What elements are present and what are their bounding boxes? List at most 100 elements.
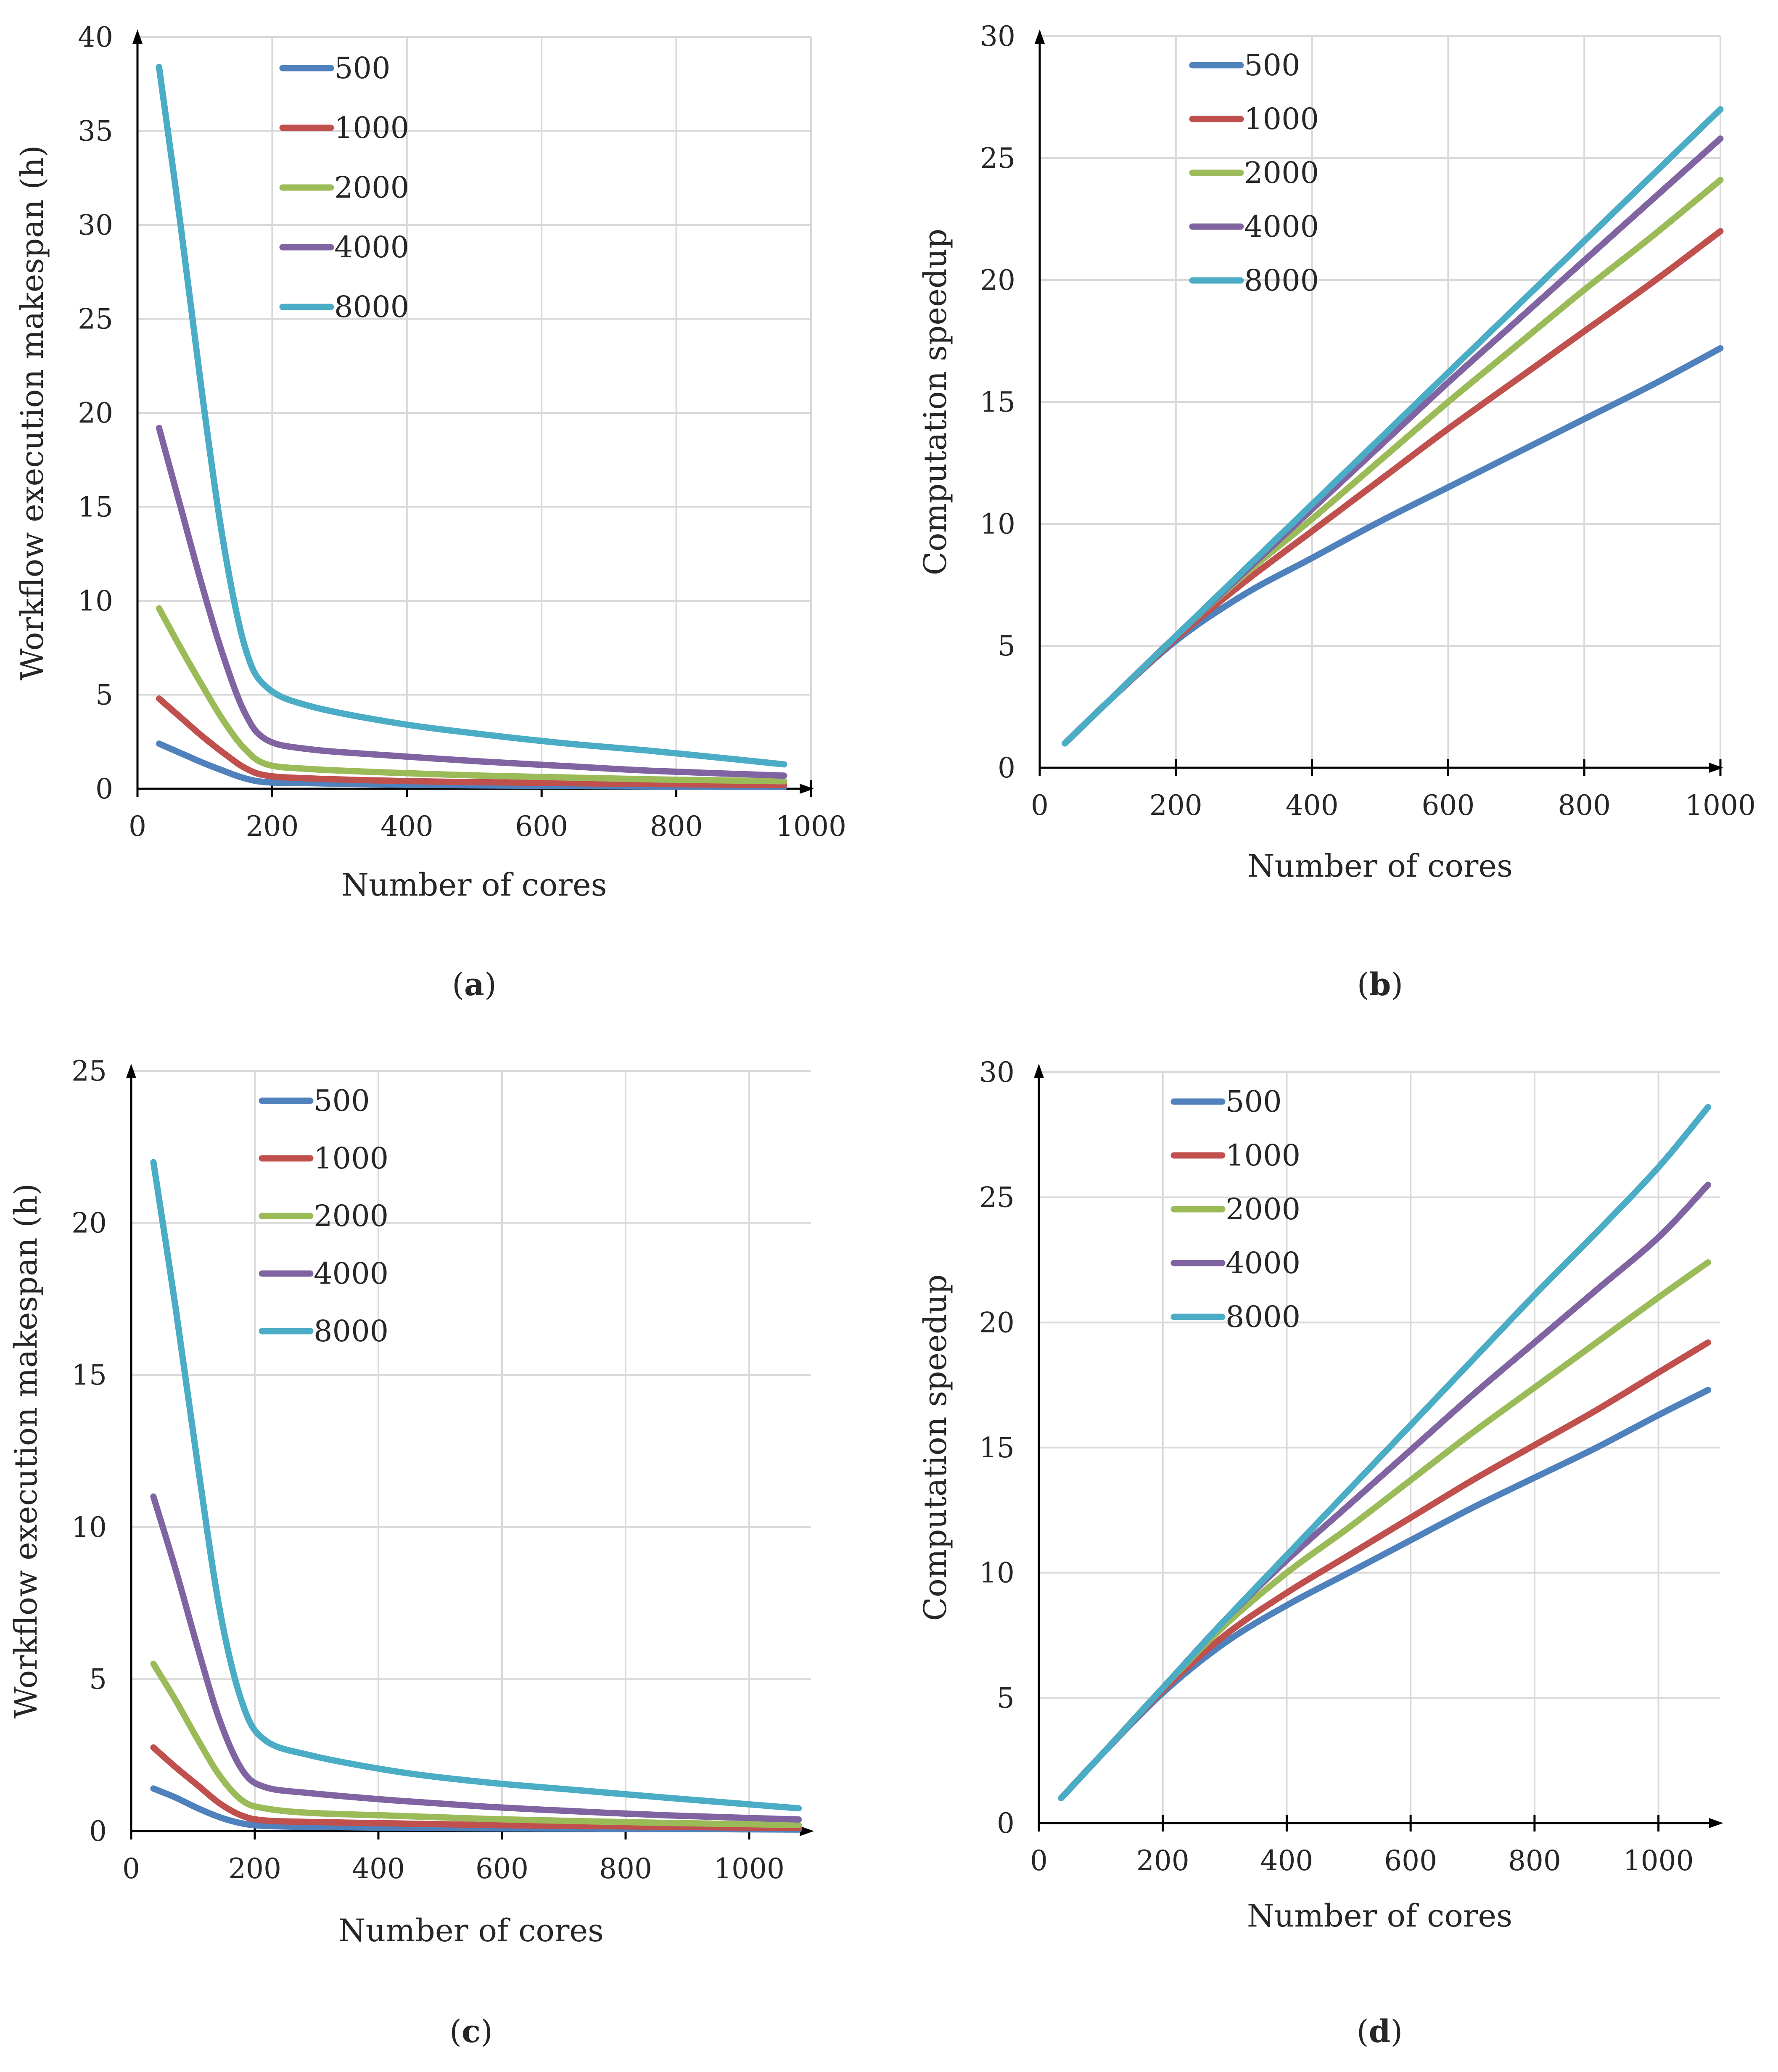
y-tick-label: 20 <box>78 397 113 429</box>
y-tick-label: 35 <box>78 115 113 148</box>
series-line-1000 <box>1062 228 1724 747</box>
series-line-1000 <box>156 695 787 788</box>
x-axis-arrow <box>1709 763 1723 773</box>
x-axis-arrow <box>1709 1818 1723 1828</box>
legend-label-500: 500 <box>314 1084 370 1118</box>
y-tick-label: 30 <box>980 20 1015 53</box>
legend: 500 1000 2000 4000 8000 <box>1189 48 1319 298</box>
legend-label-500: 500 <box>334 51 391 85</box>
series-line-2000 <box>150 1660 802 1828</box>
y-tick-label: 5 <box>997 1682 1014 1714</box>
legend: 500 1000 2000 4000 8000 <box>259 1084 388 1348</box>
x-tick-label: 0 <box>1031 789 1049 822</box>
series-line-8000 <box>1062 106 1724 747</box>
y-tick-label: 0 <box>95 773 113 805</box>
y-tick-label: 25 <box>71 1055 107 1087</box>
y-tick-label: 25 <box>78 303 113 336</box>
caption-close: ) <box>1391 967 1403 1003</box>
x-axis-label: Number of cores <box>1247 1898 1512 1934</box>
series-line-4000 <box>150 1493 802 1823</box>
x-tick-label: 1000 <box>714 1853 785 1885</box>
y-tick-label: 30 <box>979 1056 1014 1089</box>
chart-b: 0 200 400 600 800 1000 0 5 10 15 20 25 30 Number of c… <box>917 20 1756 1003</box>
caption-letter: c <box>462 2014 481 2050</box>
x-tick-label: 400 <box>380 810 433 843</box>
x-tick-label: 600 <box>515 810 568 843</box>
y-tick-label: 10 <box>71 1511 107 1543</box>
caption-open: ( <box>1357 967 1369 1003</box>
series-line-500 <box>1062 345 1724 747</box>
y-tick-label: 10 <box>979 1557 1014 1589</box>
legend: 500 1000 2000 4000 8000 <box>279 51 409 324</box>
legend-label-4000: 4000 <box>334 230 409 264</box>
legend-label-4000: 4000 <box>1226 1246 1300 1280</box>
y-tick-label: 30 <box>78 209 113 241</box>
legend-label-2000: 2000 <box>1244 156 1319 190</box>
y-tick-label: 20 <box>979 1306 1014 1339</box>
y-tick-label: 0 <box>998 752 1015 784</box>
series-line-8000 <box>1058 1104 1711 1801</box>
series-line-2000 <box>1062 177 1724 747</box>
x-tick-label: 400 <box>1260 1845 1313 1877</box>
legend-label-8000: 8000 <box>314 1314 388 1348</box>
series-line-4000 <box>156 425 787 779</box>
x-tick-label: 800 <box>1558 789 1611 822</box>
legend-label-500: 500 <box>1226 1084 1282 1119</box>
x-axis-arrow <box>800 784 814 794</box>
y-tick-label: 20 <box>980 264 1015 296</box>
legend-label-2000: 2000 <box>1226 1192 1300 1226</box>
y-tick-label: 20 <box>71 1207 107 1240</box>
x-tick-label: 200 <box>246 810 299 843</box>
legend-label-8000: 8000 <box>334 290 409 324</box>
legend-label-2000: 2000 <box>334 170 409 205</box>
y-tick-label: 25 <box>980 142 1015 174</box>
series-line-8000 <box>150 1159 802 1812</box>
y-tick-label: 5 <box>95 679 113 711</box>
y-tick-label: 25 <box>979 1181 1014 1214</box>
x-tick-label: 200 <box>228 1853 281 1885</box>
legend-label-4000: 4000 <box>1244 209 1319 244</box>
chart-c: 0 200 400 600 800 1000 0 5 10 15 20 25 Number of cor… <box>8 1055 814 2050</box>
caption-close: ) <box>481 2014 493 2050</box>
caption-close: ) <box>1390 2014 1403 2050</box>
y-tick-label: 5 <box>998 630 1015 662</box>
y-axis-label: Workflow execution makespan (h) <box>14 145 50 680</box>
legend: 500 1000 2000 4000 8000 <box>1170 1084 1300 1334</box>
y-tick-label: 40 <box>78 21 113 53</box>
caption-open: ( <box>452 967 464 1003</box>
x-axis-label: Number of cores <box>338 1913 604 1949</box>
x-tick-label: 800 <box>650 810 703 843</box>
legend-label-1000: 1000 <box>1244 102 1319 136</box>
x-tick-label: 1000 <box>776 810 846 843</box>
chart-d: 0 200 400 600 800 1000 0 5 10 15 20 25 30 Number of c… <box>917 1056 1723 2050</box>
x-tick-label: 400 <box>1286 789 1339 822</box>
x-axis-label: Number of cores <box>341 867 607 903</box>
y-axis-arrow <box>1035 29 1045 44</box>
caption-letter: d <box>1369 2014 1391 2050</box>
x-tick-label: 600 <box>476 1853 528 1885</box>
legend-label-8000: 8000 <box>1244 263 1319 298</box>
chart-a: 0 200 400 600 800 1000 0 5 10 15 20 25 30 35 40 Number … <box>14 21 846 1003</box>
caption: (c) <box>449 2014 493 2050</box>
x-tick-label: 600 <box>1421 789 1474 822</box>
x-tick-label: 200 <box>1136 1845 1189 1877</box>
series-line-4000 <box>1058 1181 1711 1801</box>
caption-open: ( <box>1357 2014 1369 2050</box>
caption-letter: b <box>1369 967 1391 1003</box>
x-axis-label: Number of cores <box>1247 848 1513 884</box>
y-tick-label: 0 <box>997 1807 1014 1839</box>
x-axis-arrow <box>800 1826 814 1836</box>
y-tick-label: 5 <box>89 1663 107 1695</box>
y-tick-label: 15 <box>78 491 113 523</box>
x-tick-label: 0 <box>1030 1845 1048 1877</box>
series-line-1000 <box>150 1744 802 1832</box>
y-tick-label: 10 <box>78 585 113 617</box>
legend-label-4000: 4000 <box>314 1256 388 1291</box>
legend-label-500: 500 <box>1244 48 1300 82</box>
x-tick-label: 400 <box>352 1853 405 1885</box>
y-axis-label: Computation speedup <box>917 229 954 576</box>
legend-label-8000: 8000 <box>1226 1300 1300 1334</box>
caption-open: ( <box>449 2014 462 2050</box>
x-tick-label: 600 <box>1384 1845 1437 1877</box>
